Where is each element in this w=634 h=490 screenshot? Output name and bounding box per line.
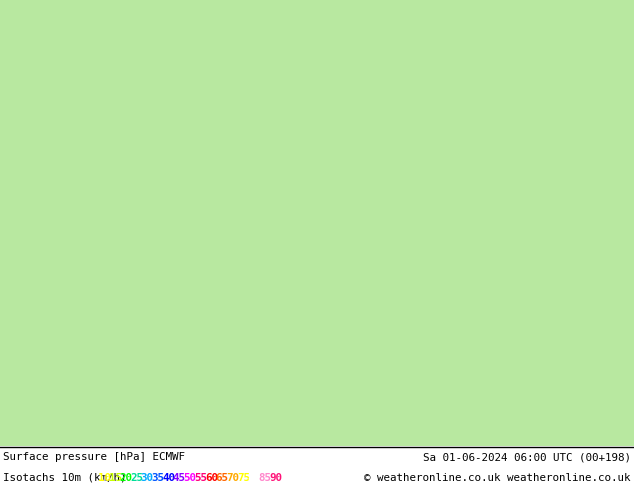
Text: 25: 25 [130,473,143,483]
Text: 35: 35 [152,473,164,483]
Text: Isotachs (kph)
ECMWF
Sa 01.06.2024 06 UTC: Isotachs (kph) ECMWF Sa 01.06.2024 06 UT… [240,200,394,246]
Text: Isotachs 10m (km/h): Isotachs 10m (km/h) [3,473,133,483]
Text: Sa 01-06-2024 06:00 UTC (00+198): Sa 01-06-2024 06:00 UTC (00+198) [423,452,631,463]
Text: 65: 65 [216,473,229,483]
Text: 45: 45 [173,473,186,483]
Text: 60: 60 [205,473,218,483]
Text: 30: 30 [141,473,154,483]
Text: 10: 10 [98,473,111,483]
Text: 15: 15 [108,473,122,483]
Text: Surface pressure [hPa] ECMWF: Surface pressure [hPa] ECMWF [3,452,185,463]
Text: 70: 70 [226,473,240,483]
Text: 40: 40 [162,473,175,483]
Text: 90: 90 [269,473,282,483]
Text: 55: 55 [194,473,207,483]
Text: 80: 80 [248,473,261,483]
Text: 75: 75 [237,473,250,483]
Text: 50: 50 [184,473,197,483]
Text: © weatheronline.co.uk weatheronline.co.uk: © weatheronline.co.uk weatheronline.co.u… [365,473,631,483]
Text: 85: 85 [259,473,271,483]
Text: 20: 20 [119,473,133,483]
